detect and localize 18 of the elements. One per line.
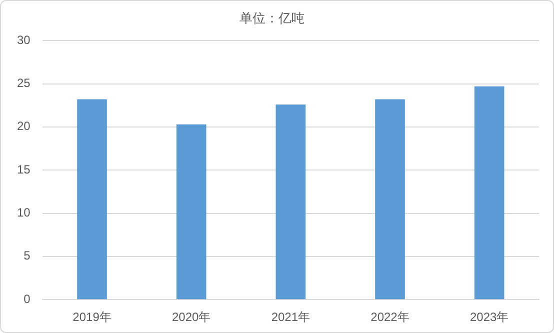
y-tick-label: 25 (16, 76, 31, 90)
y-tick-label: 30 (16, 32, 31, 47)
x-tick-label: 2019年 (72, 310, 112, 324)
bar (375, 99, 405, 300)
bar (276, 104, 306, 300)
x-tick-label: 2023年 (470, 310, 509, 324)
bar (77, 99, 107, 300)
chart-title: 单位：亿吨 (240, 10, 304, 26)
y-tick-label: 20 (16, 119, 31, 134)
bar (176, 124, 206, 300)
y-tick-label: 5 (24, 248, 31, 263)
x-tick-label: 2020年 (172, 310, 211, 324)
y-tick-label: 0 (24, 292, 31, 306)
x-tick-label: 2021年 (271, 310, 310, 324)
x-tick-label: 2022年 (370, 310, 410, 324)
bar (474, 86, 504, 300)
y-tick-label: 10 (16, 206, 31, 220)
y-tick-label: 15 (16, 162, 31, 176)
